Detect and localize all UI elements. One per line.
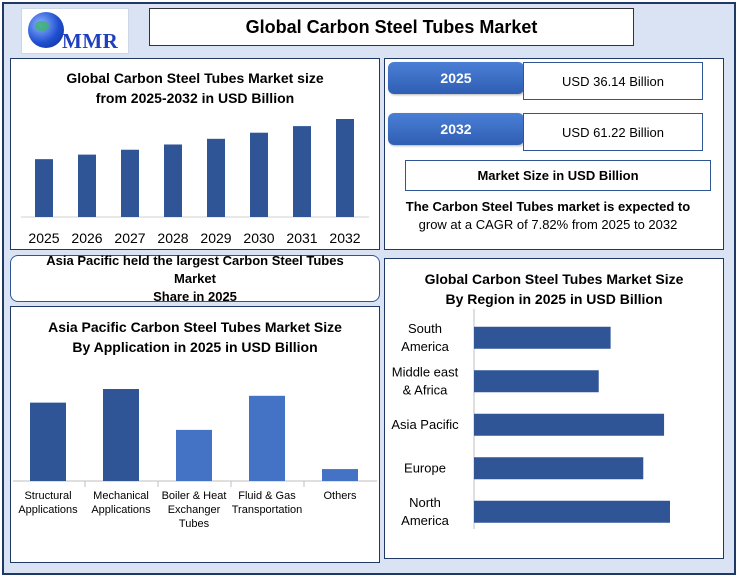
bar-region-4	[474, 500, 670, 523]
page-title: Global Carbon Steel Tubes Market	[149, 8, 634, 46]
callout-line-2: Share in 2025	[153, 288, 237, 304]
tick-label-line: Structural	[24, 490, 71, 502]
cagr-line-2: grow at a CAGR of 7.82% from 2025 to 203…	[418, 217, 678, 232]
bar-2025	[35, 159, 53, 217]
tick-label-line: Europe	[404, 460, 446, 475]
bar-2031	[293, 126, 311, 217]
market-size-label: Market Size in USD Billion	[405, 160, 711, 191]
year-2032-badge: 2032	[388, 113, 524, 145]
tick-label-region-0: South America	[401, 321, 449, 354]
bar-2027	[121, 149, 139, 217]
bar-2030	[250, 132, 268, 217]
tick-label-2027: 2027	[114, 230, 145, 246]
value-2025: USD 36.14 Billion	[523, 62, 703, 100]
tick-label-region-3: Europe	[404, 460, 446, 475]
tick-label-2028: 2028	[157, 230, 188, 246]
cagr-text: The Carbon Steel Tubes market is expecte…	[392, 198, 704, 234]
bar-application-1	[103, 389, 139, 481]
tick-label-application-3: Fluid & Gas Transportation	[232, 490, 303, 516]
tick-label-application-0: Structural Applications	[18, 490, 78, 516]
bar-2028	[164, 144, 182, 217]
tick-label-line: America	[401, 339, 449, 354]
bar-application-2	[176, 429, 212, 481]
globe-icon	[28, 12, 64, 48]
yearly-chart-panel: Global Carbon Steel Tubes Market size fr…	[10, 58, 380, 250]
tick-label-application-1: Mechanical Applications	[91, 490, 151, 516]
cagr-line-1: The Carbon Steel Tubes market is expecte…	[405, 199, 691, 214]
bar-region-3	[474, 457, 644, 480]
bar-2032	[336, 119, 354, 217]
tick-label-2025: 2025	[28, 230, 59, 246]
bar-2029	[207, 138, 225, 217]
value-2032: USD 61.22 Billion	[523, 113, 703, 151]
yearly-chart-title-2: from 2025-2032 in USD Billion	[95, 90, 295, 106]
tick-label-2026: 2026	[71, 230, 102, 246]
tick-label-2031: 2031	[286, 230, 317, 246]
region-bar-chart: South America Middle east & Africa Asia Paci…	[391, 309, 670, 529]
tick-label-line: Applications	[18, 504, 78, 516]
tick-label-line: Exchanger	[168, 504, 221, 516]
mmr-logo: MMR	[21, 8, 129, 54]
tick-label-line: Transportation	[232, 504, 303, 516]
tick-label-line: South	[408, 321, 442, 336]
tick-label-line: North	[409, 495, 441, 510]
bar-2026	[78, 154, 96, 217]
tick-label-line: Middle east	[392, 364, 459, 379]
tick-label-region-2: Asia Pacific	[391, 417, 459, 432]
region-chart-title-1: Global Carbon Steel Tubes Market Size	[424, 271, 684, 287]
bar-region-2	[474, 413, 665, 436]
application-bar-chart: Structural Applications Mechanical Applicat…	[13, 389, 377, 530]
tick-label-region-1: Middle east & Africa	[392, 364, 459, 397]
tick-label-line: Applications	[91, 504, 151, 516]
tick-label-line: Asia Pacific	[391, 417, 459, 432]
tick-label-2030: 2030	[243, 230, 274, 246]
bar-application-3	[249, 395, 285, 481]
application-chart-panel: Asia Pacific Carbon Steel Tubes Market S…	[10, 306, 380, 563]
tick-label-line: Boiler & Heat	[162, 490, 227, 502]
logo-text: MMR	[62, 29, 119, 53]
bar-application-0	[30, 402, 66, 481]
tick-label-2032: 2032	[329, 230, 360, 246]
tick-label-application-2: Boiler & Heat Exchanger Tubes	[162, 490, 227, 530]
yearly-bar-chart: 2025 2026 2027 2028 2029 2030 2031 2032	[21, 119, 369, 246]
tick-label-line: Fluid & Gas	[238, 490, 296, 502]
tick-label-application-4: Others	[323, 490, 357, 502]
largest-share-callout: Asia Pacific held the largest Carbon Ste…	[10, 252, 380, 304]
callout-line-1: Asia Pacific held the largest Carbon Ste…	[46, 252, 344, 286]
bar-region-1	[474, 370, 599, 393]
region-chart-title-2: By Region in 2025 in USD Billion	[445, 291, 663, 307]
region-chart-panel: Global Carbon Steel Tubes Market Size By…	[384, 258, 724, 559]
tick-label-2029: 2029	[200, 230, 231, 246]
tick-label-line: Mechanical	[93, 490, 149, 502]
application-chart-title-2: By Application in 2025 in USD Billion	[72, 339, 318, 355]
bar-region-0	[474, 326, 611, 349]
year-2025-badge: 2025	[388, 62, 524, 94]
yearly-chart-title-1: Global Carbon Steel Tubes Market size	[66, 70, 324, 86]
tick-label-line: Others	[323, 490, 357, 502]
bar-application-4	[322, 469, 358, 481]
application-chart-title-1: Asia Pacific Carbon Steel Tubes Market S…	[48, 319, 342, 335]
tick-label-line: Tubes	[179, 518, 210, 530]
tick-label-line: America	[401, 513, 449, 528]
tick-label-line: & Africa	[403, 382, 449, 397]
tick-label-region-4: North America	[401, 495, 449, 528]
